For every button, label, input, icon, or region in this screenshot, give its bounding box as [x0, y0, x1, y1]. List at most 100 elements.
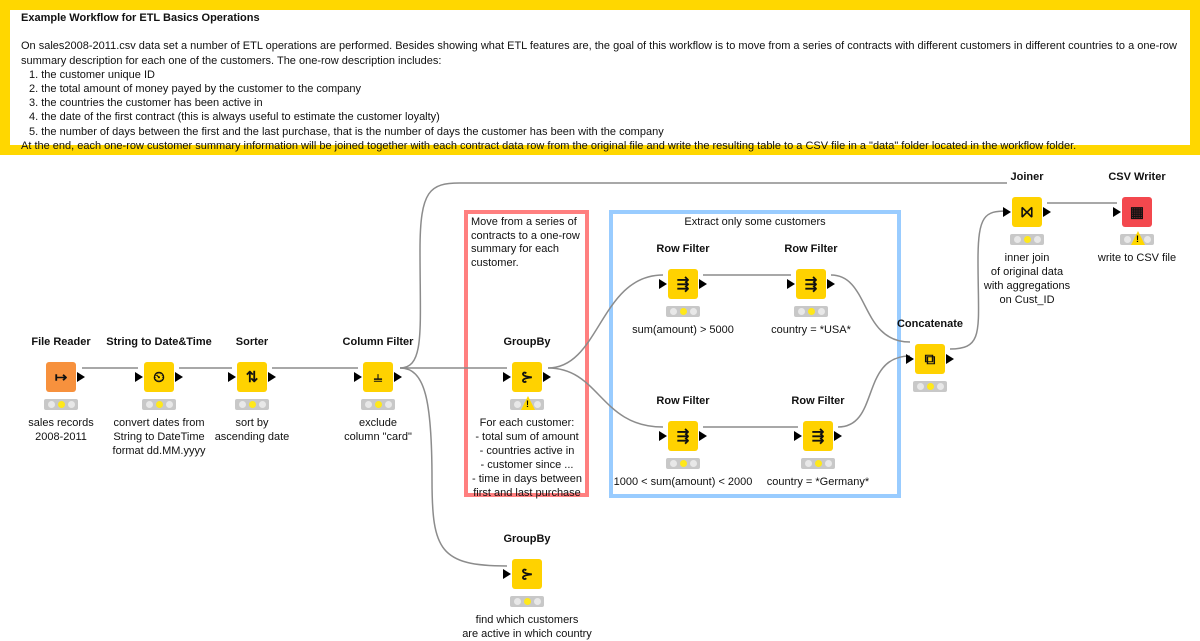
input-port-icon[interactable] [1003, 207, 1011, 217]
node-status-lights [44, 399, 78, 410]
node-icon-box[interactable]: ⇅ [228, 362, 276, 392]
concatenate-icon: ⧉ [924, 350, 936, 368]
annotation-item: 2. the total amount of money payed by th… [29, 83, 362, 96]
connection [837, 355, 911, 428]
file-reader-icon: ↦ [54, 369, 68, 386]
node-icon-box[interactable]: ⊱ [503, 362, 551, 392]
csv-writer-icon: ▦ [1129, 204, 1145, 221]
input-port-icon[interactable] [659, 431, 667, 441]
joiner-icon: ⨝ [1020, 203, 1034, 221]
groupby-box-text: Move from a series of contracts to a one… [471, 216, 580, 269]
node-joiner[interactable]: Joiner ⨝ inner join of original data wit… [947, 170, 1107, 307]
node-row-filter[interactable]: Row Filter ⇶ country = *USA* [731, 242, 891, 337]
row-filter-icon: ⇶ [676, 276, 690, 293]
connection [830, 274, 911, 343]
node-groupby[interactable]: GroupBy ⊱ find which customers are activ… [447, 532, 607, 641]
output-port-icon[interactable] [834, 431, 842, 441]
input-port-icon[interactable] [135, 372, 143, 382]
node-status-lights [361, 399, 395, 410]
node-label: sales records 2008-2011 [28, 417, 94, 443]
output-port-icon[interactable] [175, 372, 183, 382]
input-port-icon[interactable] [659, 279, 667, 289]
node-label: sort by ascending date [214, 417, 290, 443]
node-status-lights [142, 399, 176, 410]
node-icon-box[interactable]: ↦ [46, 362, 85, 392]
node-icon-box[interactable]: ▦ [1113, 197, 1152, 227]
node-groupby[interactable]: GroupBy ⊱ ! For each customer: - total s… [447, 335, 607, 500]
node-status-lights: ! [1120, 231, 1154, 245]
node-status-lights [801, 458, 835, 469]
output-port-icon[interactable] [699, 279, 707, 289]
row-filter-icon: ⇶ [676, 428, 690, 445]
node-title: CSV Writer [1108, 171, 1166, 183]
input-port-icon[interactable] [787, 279, 795, 289]
node-icon-box[interactable]: ⇶ [787, 269, 835, 299]
filter-annotation-box[interactable]: Extract only some customers [609, 210, 901, 498]
annotation-item: 3. the countries the customer has been a… [29, 97, 263, 110]
node-title: Row Filter [656, 243, 710, 255]
node-title: Row Filter [784, 243, 838, 255]
node-icon-box[interactable]: ⊱ [503, 559, 542, 589]
node-title: String to Date&Time [106, 336, 212, 348]
node-status-lights [235, 399, 269, 410]
node-label: country = *Germany* [766, 476, 870, 488]
node-label: exclude column "card" [344, 417, 412, 443]
output-port-icon[interactable] [394, 372, 402, 382]
sort-icon: ⇅ [245, 369, 259, 386]
groupby-annotation-box[interactable]: Move from a series of contracts to a one… [464, 210, 589, 497]
node-title: Row Filter [791, 395, 845, 407]
node-label: find which customers are active in which… [462, 614, 592, 640]
row-filter-icon: ⇶ [804, 276, 818, 293]
string-to-date-icon: ⏲ [153, 368, 165, 386]
groupby-icon: ⊱ [520, 369, 534, 386]
workflow-annotation[interactable]: Example Workflow for ETL Basics Operatio… [0, 0, 1200, 155]
connection [547, 367, 664, 428]
node-csv-writer[interactable]: CSV Writer ▦ ! write to CSV file [1057, 170, 1200, 265]
connection [547, 274, 664, 369]
output-port-icon[interactable] [699, 431, 707, 441]
node-label: inner join of original data with aggrega… [983, 252, 1071, 306]
output-port-icon[interactable] [827, 279, 835, 289]
node-icon-box[interactable]: ⇶ [794, 421, 842, 451]
node-icon-box[interactable]: ⧉ [906, 344, 954, 374]
node-concatenate[interactable]: Concatenate ⧉ [850, 317, 1010, 398]
input-port-icon[interactable] [503, 569, 511, 579]
node-title: Joiner [1010, 171, 1044, 183]
node-title: GroupBy [503, 336, 551, 348]
node-icon-box[interactable]: ⏲ [135, 362, 183, 392]
output-port-icon[interactable] [1043, 207, 1051, 217]
output-port-icon[interactable] [543, 372, 551, 382]
output-port-icon[interactable] [946, 354, 954, 364]
node-row-filter[interactable]: Row Filter ⇶ country = *Germany* [738, 394, 898, 489]
connection [399, 182, 1007, 369]
input-port-icon[interactable] [906, 354, 914, 364]
node-icon-box[interactable]: ⇶ [659, 421, 707, 451]
node-title: Column Filter [342, 336, 414, 348]
output-port-icon[interactable] [268, 372, 276, 382]
node-row-filter[interactable]: Row Filter ⇶ 1000 < sum(amount) < 2000 [603, 394, 763, 489]
annotation-item: 4. the date of the first contract (this … [29, 111, 440, 124]
node-icon-box[interactable]: ⫨ [354, 362, 402, 392]
node-icon-box[interactable]: ⨝ [1003, 197, 1051, 227]
node-status-lights [1010, 234, 1044, 245]
filter-box-text: Extract only some customers [684, 216, 826, 228]
input-port-icon[interactable] [503, 372, 511, 382]
input-port-icon[interactable] [794, 431, 802, 441]
input-port-icon[interactable] [354, 372, 362, 382]
node-string-to-date-time[interactable]: String to Date&Time ⏲ convert dates from… [79, 335, 239, 458]
row-filter-icon: ⇶ [811, 428, 825, 445]
node-row-filter[interactable]: Row Filter ⇶ sum(amount) > 5000 [603, 242, 763, 337]
node-icon-box[interactable]: ⇶ [659, 269, 707, 299]
input-port-icon[interactable] [228, 372, 236, 382]
input-port-icon[interactable] [1113, 207, 1121, 217]
output-port-icon[interactable] [77, 372, 85, 382]
node-sorter[interactable]: Sorter ⇅ sort by ascending date [172, 335, 332, 444]
node-title: File Reader [31, 336, 91, 348]
annotation-item: 5. the number of days between the first … [29, 125, 664, 138]
node-column-filter[interactable]: Column Filter ⫨ exclude column "card" [298, 335, 458, 444]
node-file-reader[interactable]: File Reader ↦ sales records 2008-2011 [0, 335, 141, 444]
node-status-lights [794, 306, 828, 317]
column-filter-icon: ⫨ [373, 368, 383, 386]
annotation-outro: At the end, each one-row customer summar… [21, 139, 1077, 152]
connection [949, 210, 1008, 350]
